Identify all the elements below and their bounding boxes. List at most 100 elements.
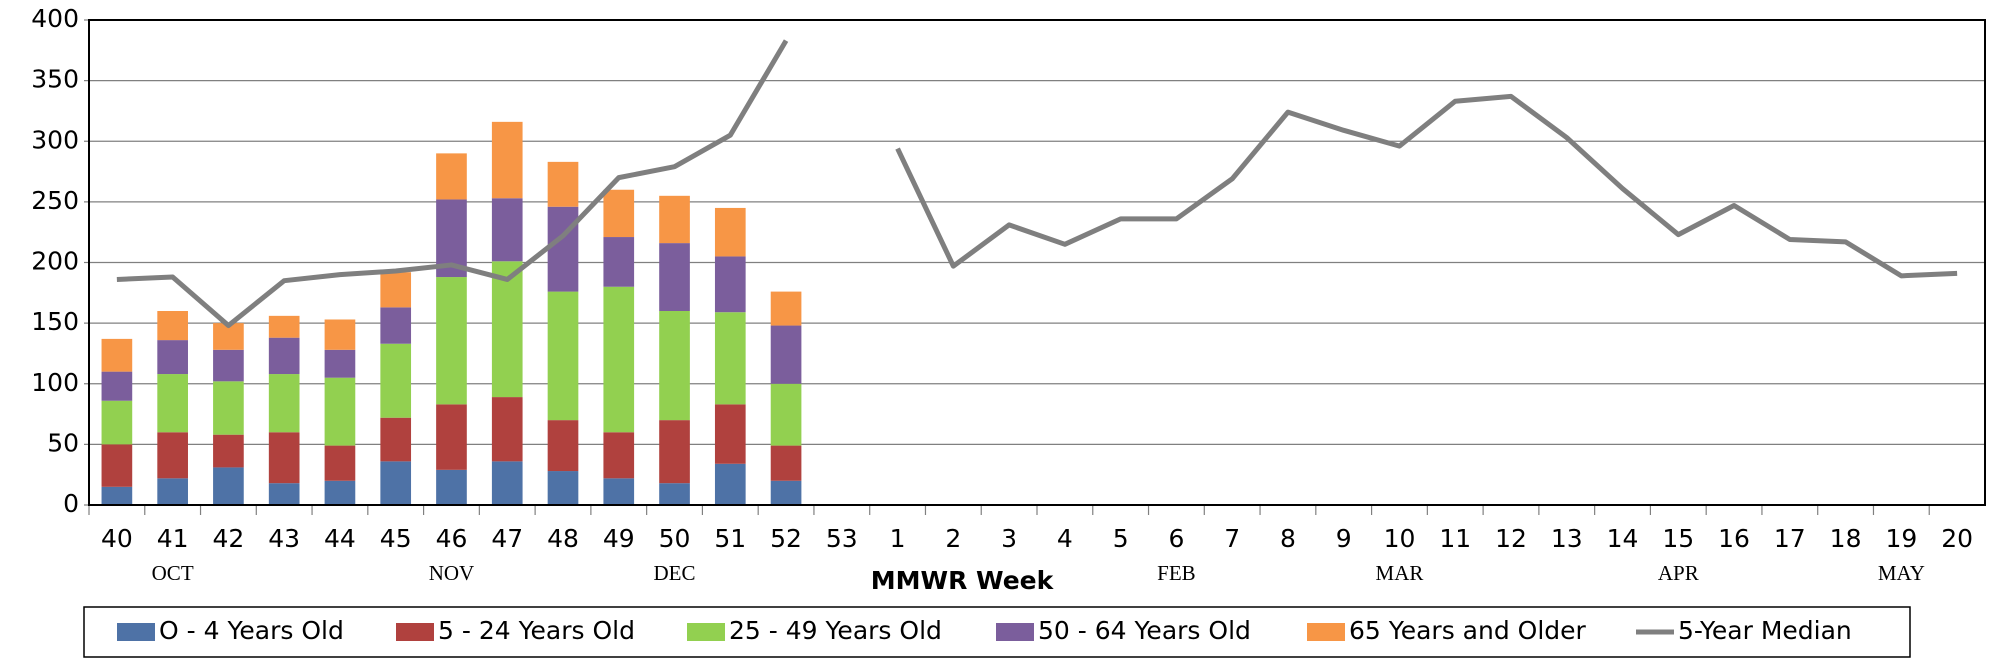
x-tick-label: 51 <box>714 524 746 553</box>
month-label: MAY <box>1878 561 1925 585</box>
bar-segment <box>770 445 802 481</box>
bar-segment <box>714 256 746 313</box>
x-tick-label: 43 <box>268 524 300 553</box>
bar-segment <box>157 478 188 505</box>
x-tick-label: 40 <box>101 524 133 553</box>
bar-segment <box>101 371 133 401</box>
x-tick-label: 49 <box>603 524 635 553</box>
bar-segment <box>324 319 356 350</box>
bar-segment <box>380 343 412 418</box>
x-tick-label: 48 <box>547 524 579 553</box>
bar-segment <box>101 400 133 445</box>
legend-swatch <box>117 623 155 641</box>
y-tick-label: 0 <box>63 489 79 518</box>
legend-label: O - 4 Years Old <box>159 616 344 645</box>
bar-segment <box>324 377 356 446</box>
x-tick-label: 44 <box>324 524 356 553</box>
bar-segment <box>547 291 579 421</box>
bar-segment <box>157 374 188 433</box>
x-tick-label: 20 <box>1941 524 1973 553</box>
bar-segment <box>380 272 412 308</box>
bar-segment <box>157 432 188 479</box>
bar-segment <box>324 445 356 481</box>
x-tick-label: 46 <box>436 524 468 553</box>
x-tick-label: 10 <box>1384 524 1416 553</box>
bar-segment <box>324 349 356 378</box>
median-line <box>116 39 1958 329</box>
bar-segment <box>659 243 690 311</box>
bar-segment <box>101 486 133 505</box>
x-tick-label: 7 <box>1224 524 1240 553</box>
legend-swatch <box>687 623 725 641</box>
bar-segment <box>268 374 300 433</box>
x-tick-label: 6 <box>1168 524 1184 553</box>
x-tick-label: 13 <box>1551 524 1583 553</box>
plot-frame <box>88 19 1986 506</box>
bar-segment <box>268 315 300 338</box>
x-tick-label: 16 <box>1718 524 1750 553</box>
legend-label: 5 - 24 Years Old <box>438 616 635 645</box>
bar-segment <box>101 338 133 372</box>
bar-segment <box>213 467 244 505</box>
bar-segment <box>659 195 690 244</box>
x-tick-label: 14 <box>1607 524 1639 553</box>
bar-segment <box>157 311 188 341</box>
bar-segment <box>770 291 802 326</box>
bar-segment <box>603 189 635 238</box>
bar-segment <box>547 206 579 292</box>
legend-label: 25 - 49 Years Old <box>729 616 942 645</box>
bar-segment <box>436 469 467 505</box>
x-tick-label: 50 <box>659 524 691 553</box>
bar-segment <box>770 480 802 505</box>
bar-segment <box>491 198 523 262</box>
bar-segment <box>380 307 412 344</box>
bar-segment <box>603 478 635 505</box>
x-tick-label: 41 <box>157 524 189 553</box>
y-tick-label: 250 <box>31 186 79 215</box>
x-tick-label: 45 <box>380 524 412 553</box>
month-label: NOV <box>429 561 475 585</box>
month-label: DEC <box>654 561 696 585</box>
bar-segment <box>547 420 579 472</box>
month-label: OCT <box>152 561 194 585</box>
bar-segment <box>324 480 356 505</box>
x-tick-label: 11 <box>1439 524 1471 553</box>
x-tick-label: 1 <box>890 524 906 553</box>
bar-segment <box>714 207 746 257</box>
x-tick-label: 5 <box>1113 524 1129 553</box>
bar-segment <box>436 153 467 200</box>
x-tick-label: 3 <box>1001 524 1017 553</box>
bar-segment <box>380 461 412 505</box>
bar-segment <box>714 463 746 505</box>
bar-segment <box>659 420 690 484</box>
bar-segment <box>603 237 635 287</box>
bar-segment <box>157 340 188 375</box>
bar-segment <box>491 461 523 505</box>
bar-segment <box>101 444 133 487</box>
bar-segment <box>213 434 244 468</box>
x-tick-label: 18 <box>1830 524 1862 553</box>
legend-label: 5-Year Median <box>1678 616 1852 645</box>
legend-swatch <box>996 623 1034 641</box>
legend-swatch <box>1307 623 1345 641</box>
y-tick-label: 400 <box>31 4 79 33</box>
y-tick-label: 50 <box>47 428 79 457</box>
x-tick-label: 47 <box>491 524 523 553</box>
y-tick-label: 350 <box>31 65 79 94</box>
month-label: APR <box>1658 561 1699 585</box>
legend-label: 50 - 64 Years Old <box>1038 616 1251 645</box>
x-tick-label: 17 <box>1774 524 1806 553</box>
bar-segment <box>659 483 690 505</box>
bar-segment <box>714 404 746 464</box>
x-tick-label: 42 <box>213 524 245 553</box>
bar-segment <box>491 397 523 462</box>
bar-segment <box>268 337 300 375</box>
bar-segment <box>547 161 579 207</box>
y-tick-label: 150 <box>31 307 79 336</box>
x-tick-label: 19 <box>1885 524 1917 553</box>
y-tick-label: 200 <box>31 247 79 276</box>
x-tick-label: 9 <box>1336 524 1352 553</box>
bar-segment <box>213 381 244 435</box>
y-tick-label: 300 <box>31 125 79 154</box>
